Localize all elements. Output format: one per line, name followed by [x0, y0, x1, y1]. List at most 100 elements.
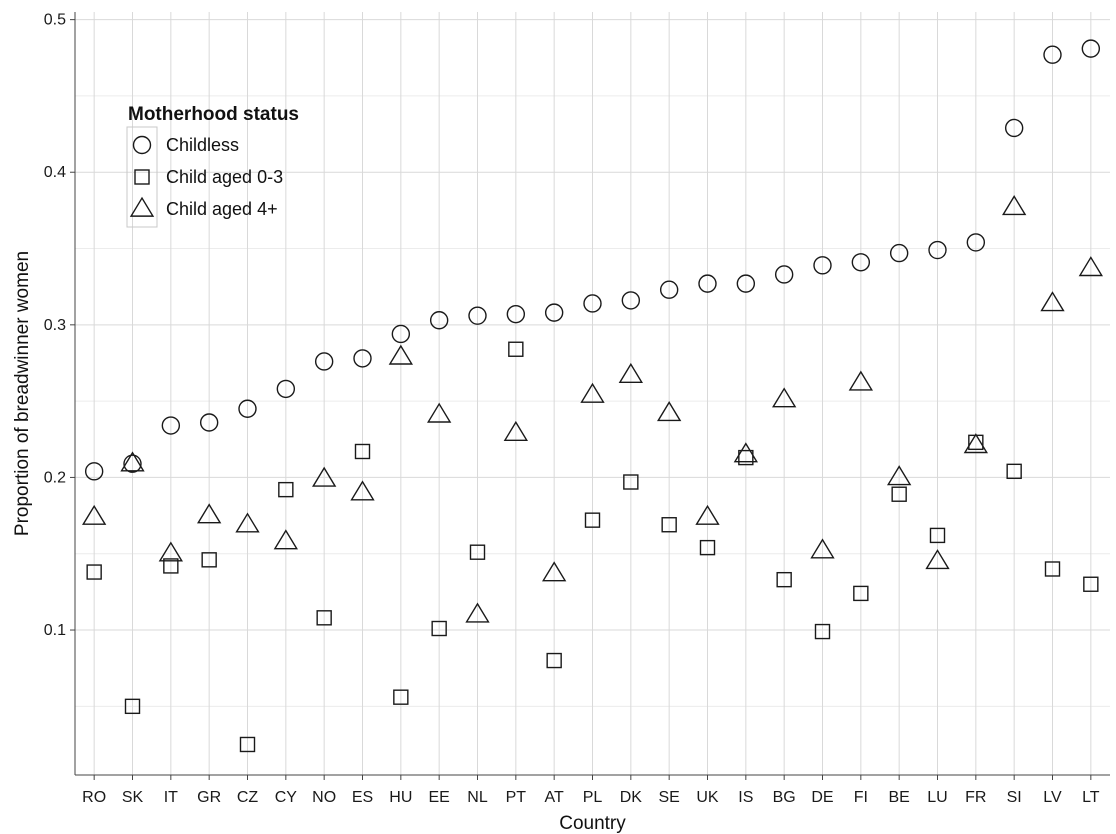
legend-square-icon	[134, 169, 150, 185]
triangle-point	[81, 504, 107, 525]
triangle-point	[695, 504, 720, 525]
x-tick-label: IS	[738, 789, 753, 806]
triangle-point	[120, 451, 145, 472]
circle-point	[238, 399, 257, 418]
x-tick-label: PL	[583, 789, 603, 806]
x-tick-label: BE	[888, 789, 909, 806]
x-tick-label: RO	[82, 789, 106, 806]
triangle-point	[733, 442, 759, 463]
circle-point	[544, 303, 564, 322]
x-tick-label: EE	[428, 789, 449, 806]
x-tick-label: FR	[965, 789, 986, 806]
circle-point	[774, 265, 794, 284]
square-point	[316, 610, 332, 626]
legend-key-box	[126, 126, 158, 228]
data-points	[81, 39, 1104, 753]
x-axis-ticks: RO SK IT GR CZ CY NO ES HU EE NL PT AT PL DK SE UK IS BG DE…	[82, 775, 1100, 806]
circle-point	[123, 454, 142, 473]
square-point	[239, 736, 256, 753]
circle-point	[813, 256, 832, 275]
circle-point	[736, 274, 756, 293]
y-tick-label: 0.5	[44, 12, 66, 29]
square-point	[891, 486, 907, 502]
legend-item-label: Child aged 0-3	[166, 167, 283, 187]
circle-point	[889, 243, 909, 263]
x-tick-label: DK	[620, 789, 643, 806]
circle-point	[928, 240, 947, 260]
circle-point	[621, 291, 641, 310]
circle-point	[506, 304, 526, 324]
legend-triangle-icon	[129, 196, 155, 217]
square-point	[776, 571, 792, 588]
triangle-point	[771, 387, 797, 408]
square-point	[546, 652, 562, 669]
triangle-point	[925, 549, 950, 570]
x-tick-label: CZ	[237, 789, 259, 806]
y-tick-label: 0.3	[44, 317, 66, 334]
triangle-point	[848, 370, 874, 391]
circle-point	[468, 306, 487, 325]
triangle-point	[1040, 291, 1065, 312]
square-point	[124, 698, 141, 715]
square-point	[469, 544, 486, 560]
legend-title: Motherhood status	[128, 104, 299, 125]
square-point	[853, 585, 869, 602]
circle-point	[966, 233, 986, 252]
triangle-point	[350, 480, 375, 501]
square-point	[1006, 463, 1022, 480]
triangle-point	[580, 382, 605, 403]
x-tick-label: BG	[773, 789, 796, 806]
circle-point	[84, 462, 104, 481]
circle-point	[698, 274, 717, 293]
circle-point	[659, 280, 679, 299]
circle-point	[353, 349, 372, 368]
x-tick-label: DE	[811, 789, 833, 806]
circle-point	[199, 413, 219, 432]
square-point	[623, 474, 639, 490]
legend-items: Childless Child aged 0-3 Child aged 4+	[129, 135, 283, 219]
triangle-point	[963, 433, 989, 454]
triangle-point	[886, 465, 912, 486]
triangle-point	[1078, 256, 1104, 277]
square-point	[201, 552, 217, 568]
circle-point	[429, 311, 449, 330]
circle-point	[1004, 118, 1024, 138]
square-point	[86, 564, 102, 580]
circle-point	[583, 294, 602, 313]
x-tick-label: PT	[506, 789, 527, 806]
x-tick-label: LU	[927, 789, 947, 806]
legend-item-label: Childless	[166, 135, 239, 155]
square-point	[699, 539, 716, 556]
square-point	[163, 558, 179, 574]
x-axis-title: Country	[559, 813, 626, 834]
triangle-point	[541, 561, 567, 582]
square-point	[393, 689, 409, 705]
triangle-point	[503, 420, 529, 442]
y-tick-label: 0.2	[44, 469, 66, 486]
triangle-point	[311, 466, 337, 487]
circle-point	[161, 416, 181, 435]
legend: Motherhood status Childless Child aged 0-…	[126, 104, 299, 228]
square-point	[738, 449, 754, 466]
square-point	[508, 341, 524, 357]
triangle-point	[618, 362, 644, 384]
x-tick-label: GR	[197, 789, 221, 806]
x-tick-label: ES	[352, 789, 373, 806]
x-tick-label: UK	[696, 789, 719, 806]
y-tick-label: 0.4	[44, 164, 66, 181]
x-tick-label: IT	[164, 789, 178, 806]
circle-point	[1081, 39, 1101, 58]
y-axis-title: Proportion of breadwinner women	[12, 251, 33, 536]
triangle-point	[426, 402, 452, 423]
circle-point	[314, 352, 334, 371]
x-tick-label: FI	[854, 789, 868, 806]
square-point	[278, 481, 294, 498]
x-tick-label: NO	[312, 789, 336, 806]
square-point	[584, 512, 601, 528]
legend-circle-icon	[132, 135, 152, 155]
y-tick-label: 0.1	[44, 622, 66, 639]
y-axis-ticks: 0.1 0.2 0.3 0.4 0.5	[44, 12, 75, 639]
triangle-point	[273, 529, 299, 550]
square-point	[1044, 561, 1061, 577]
